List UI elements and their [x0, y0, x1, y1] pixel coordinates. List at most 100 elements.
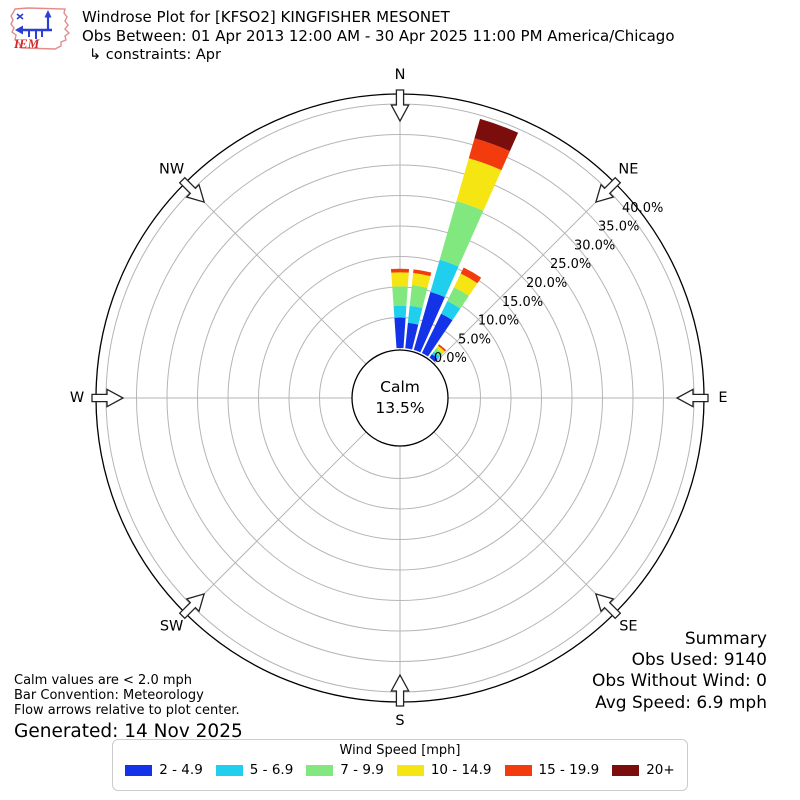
- calm-value: 13.5%: [375, 399, 424, 417]
- petal-segment: [407, 305, 423, 325]
- obs-range-subtitle: Obs Between: 01 Apr 2013 12:00 AM - 30 A…: [82, 27, 675, 45]
- calm-note: Calm values are < 2.0 mph: [14, 673, 193, 688]
- petal-segment: [454, 273, 478, 296]
- weather-sculpture-icon: [15, 10, 52, 39]
- radial-tick-label: 5.0%: [458, 332, 491, 347]
- petal-segment: [409, 285, 428, 309]
- windrose-petal: [390, 268, 410, 349]
- compass-label: NW: [159, 162, 184, 178]
- legend-row: 2 - 4.9 5 - 6.9 7 - 9.9 10 - 14.9 15 - 19.9 2…: [113, 762, 687, 778]
- iowa-outline: [10, 7, 71, 50]
- legend-item: 5 - 6.9: [215, 762, 294, 778]
- petal-segment: [456, 158, 502, 211]
- legend-swatch: [215, 764, 243, 776]
- petal-segment: [436, 345, 445, 354]
- compass-label: SW: [160, 618, 184, 634]
- legend-label: 7 - 9.9: [340, 762, 384, 778]
- compass-label: SE: [619, 618, 637, 634]
- iem-logo: IEM: [10, 7, 71, 51]
- flow-arrow-icon: [594, 592, 622, 620]
- iem-logo-text: IEM: [13, 36, 40, 51]
- petal-segment: [391, 272, 409, 287]
- windrose-petal: [429, 344, 447, 363]
- radial-tick-label: 0.0%: [434, 351, 467, 366]
- windrose-petals: [390, 118, 519, 363]
- summary-block: Summary Obs Used: 9140 Obs Without Wind:…: [592, 629, 767, 714]
- petal-segment: [411, 273, 431, 288]
- legend-item: 10 - 14.9: [396, 762, 492, 778]
- grid-spoke: [433, 182, 616, 365]
- legend-label: 20+: [646, 762, 675, 778]
- flow-arrow-icon: [178, 176, 206, 204]
- petal-segment: [441, 300, 461, 321]
- generated-date: Generated: 14 Nov 2025: [14, 721, 243, 743]
- windrose-petal: [421, 267, 482, 357]
- windrose-petal: [413, 118, 519, 353]
- bar-convention-note: Bar Convention: Meteorology: [14, 687, 204, 703]
- petal-segment: [405, 322, 419, 350]
- summary-obs-without-wind: Obs Without Wind: 0: [592, 671, 767, 692]
- legend-item: 7 - 9.9: [306, 762, 384, 778]
- flow-arrows: [91, 89, 709, 707]
- compass-label: W: [70, 390, 84, 406]
- flow-arrow-icon: [178, 592, 206, 620]
- radial-tick-label: 20.0%: [526, 276, 567, 291]
- windrose-petal: [405, 269, 432, 350]
- radial-tick-label: 25.0%: [550, 257, 591, 272]
- legend-swatch: [504, 764, 532, 776]
- legend-swatch: [612, 764, 640, 776]
- legend-label: 15 - 19.9: [538, 762, 600, 778]
- petal-segment: [390, 268, 410, 273]
- petal-segment: [437, 344, 447, 352]
- legend-swatch: [125, 764, 153, 776]
- petal-segment: [421, 313, 453, 357]
- petal-segment: [430, 259, 459, 298]
- legend-item: 2 - 4.9: [125, 762, 203, 778]
- petal-segment: [413, 291, 445, 353]
- compass-label: S: [395, 713, 404, 729]
- title-block: Windrose Plot for [KFSO2] KINGFISHER MES…: [82, 8, 675, 65]
- compass-label: NE: [618, 162, 638, 178]
- radial-tick-label: 35.0%: [598, 220, 639, 235]
- legend-item: 20+: [612, 762, 675, 778]
- grid-spoke: [184, 182, 367, 365]
- petal-segment: [468, 138, 510, 171]
- flow-arrow-icon: [91, 388, 125, 408]
- legend-swatch: [306, 764, 334, 776]
- petal-segment: [393, 305, 407, 318]
- legend-title: Wind Speed [mph]: [339, 743, 461, 758]
- petal-segment: [474, 118, 519, 152]
- grid-spoke: [433, 431, 616, 614]
- radial-tick-label: 30.0%: [574, 238, 615, 253]
- summary-obs-used: Obs Used: 9140: [631, 650, 767, 671]
- compass-label: N: [395, 67, 406, 83]
- petal-segment: [439, 200, 484, 267]
- legend-label: 10 - 14.9: [430, 762, 492, 778]
- footnotes: Calm values are < 2.0 mph Bar Convention…: [14, 673, 243, 743]
- flow-arrow-icon: [390, 89, 410, 123]
- petal-segment: [392, 286, 408, 307]
- legend-label: 5 - 6.9: [249, 762, 294, 778]
- constraints-line: ↳ constraints: Apr: [89, 47, 221, 63]
- petal-segment: [431, 351, 440, 359]
- page-title: Windrose Plot for [KFSO2] KINGFISHER MES…: [82, 8, 450, 26]
- petal-segment: [413, 269, 432, 277]
- petal-segment: [394, 317, 406, 349]
- calm-circle: [351, 349, 449, 447]
- radial-tick-label: 40.0%: [622, 201, 663, 216]
- summary-title: Summary: [684, 629, 767, 649]
- compass-label: E: [718, 390, 727, 406]
- flow-arrow-icon: [675, 388, 709, 408]
- calm-label: Calm: [380, 378, 420, 396]
- radial-tick-label: 15.0%: [502, 295, 543, 310]
- legend-item: 15 - 19.9: [504, 762, 600, 778]
- legend-label: 2 - 4.9: [159, 762, 203, 778]
- flow-arrows-note: Flow arrows relative to plot center.: [14, 702, 240, 718]
- legend-swatch: [396, 764, 424, 776]
- petal-segment: [429, 354, 438, 363]
- petal-segment: [460, 267, 482, 284]
- petal-segment: [433, 348, 443, 357]
- petal-segment: [447, 287, 469, 309]
- flow-arrow-icon: [594, 176, 622, 204]
